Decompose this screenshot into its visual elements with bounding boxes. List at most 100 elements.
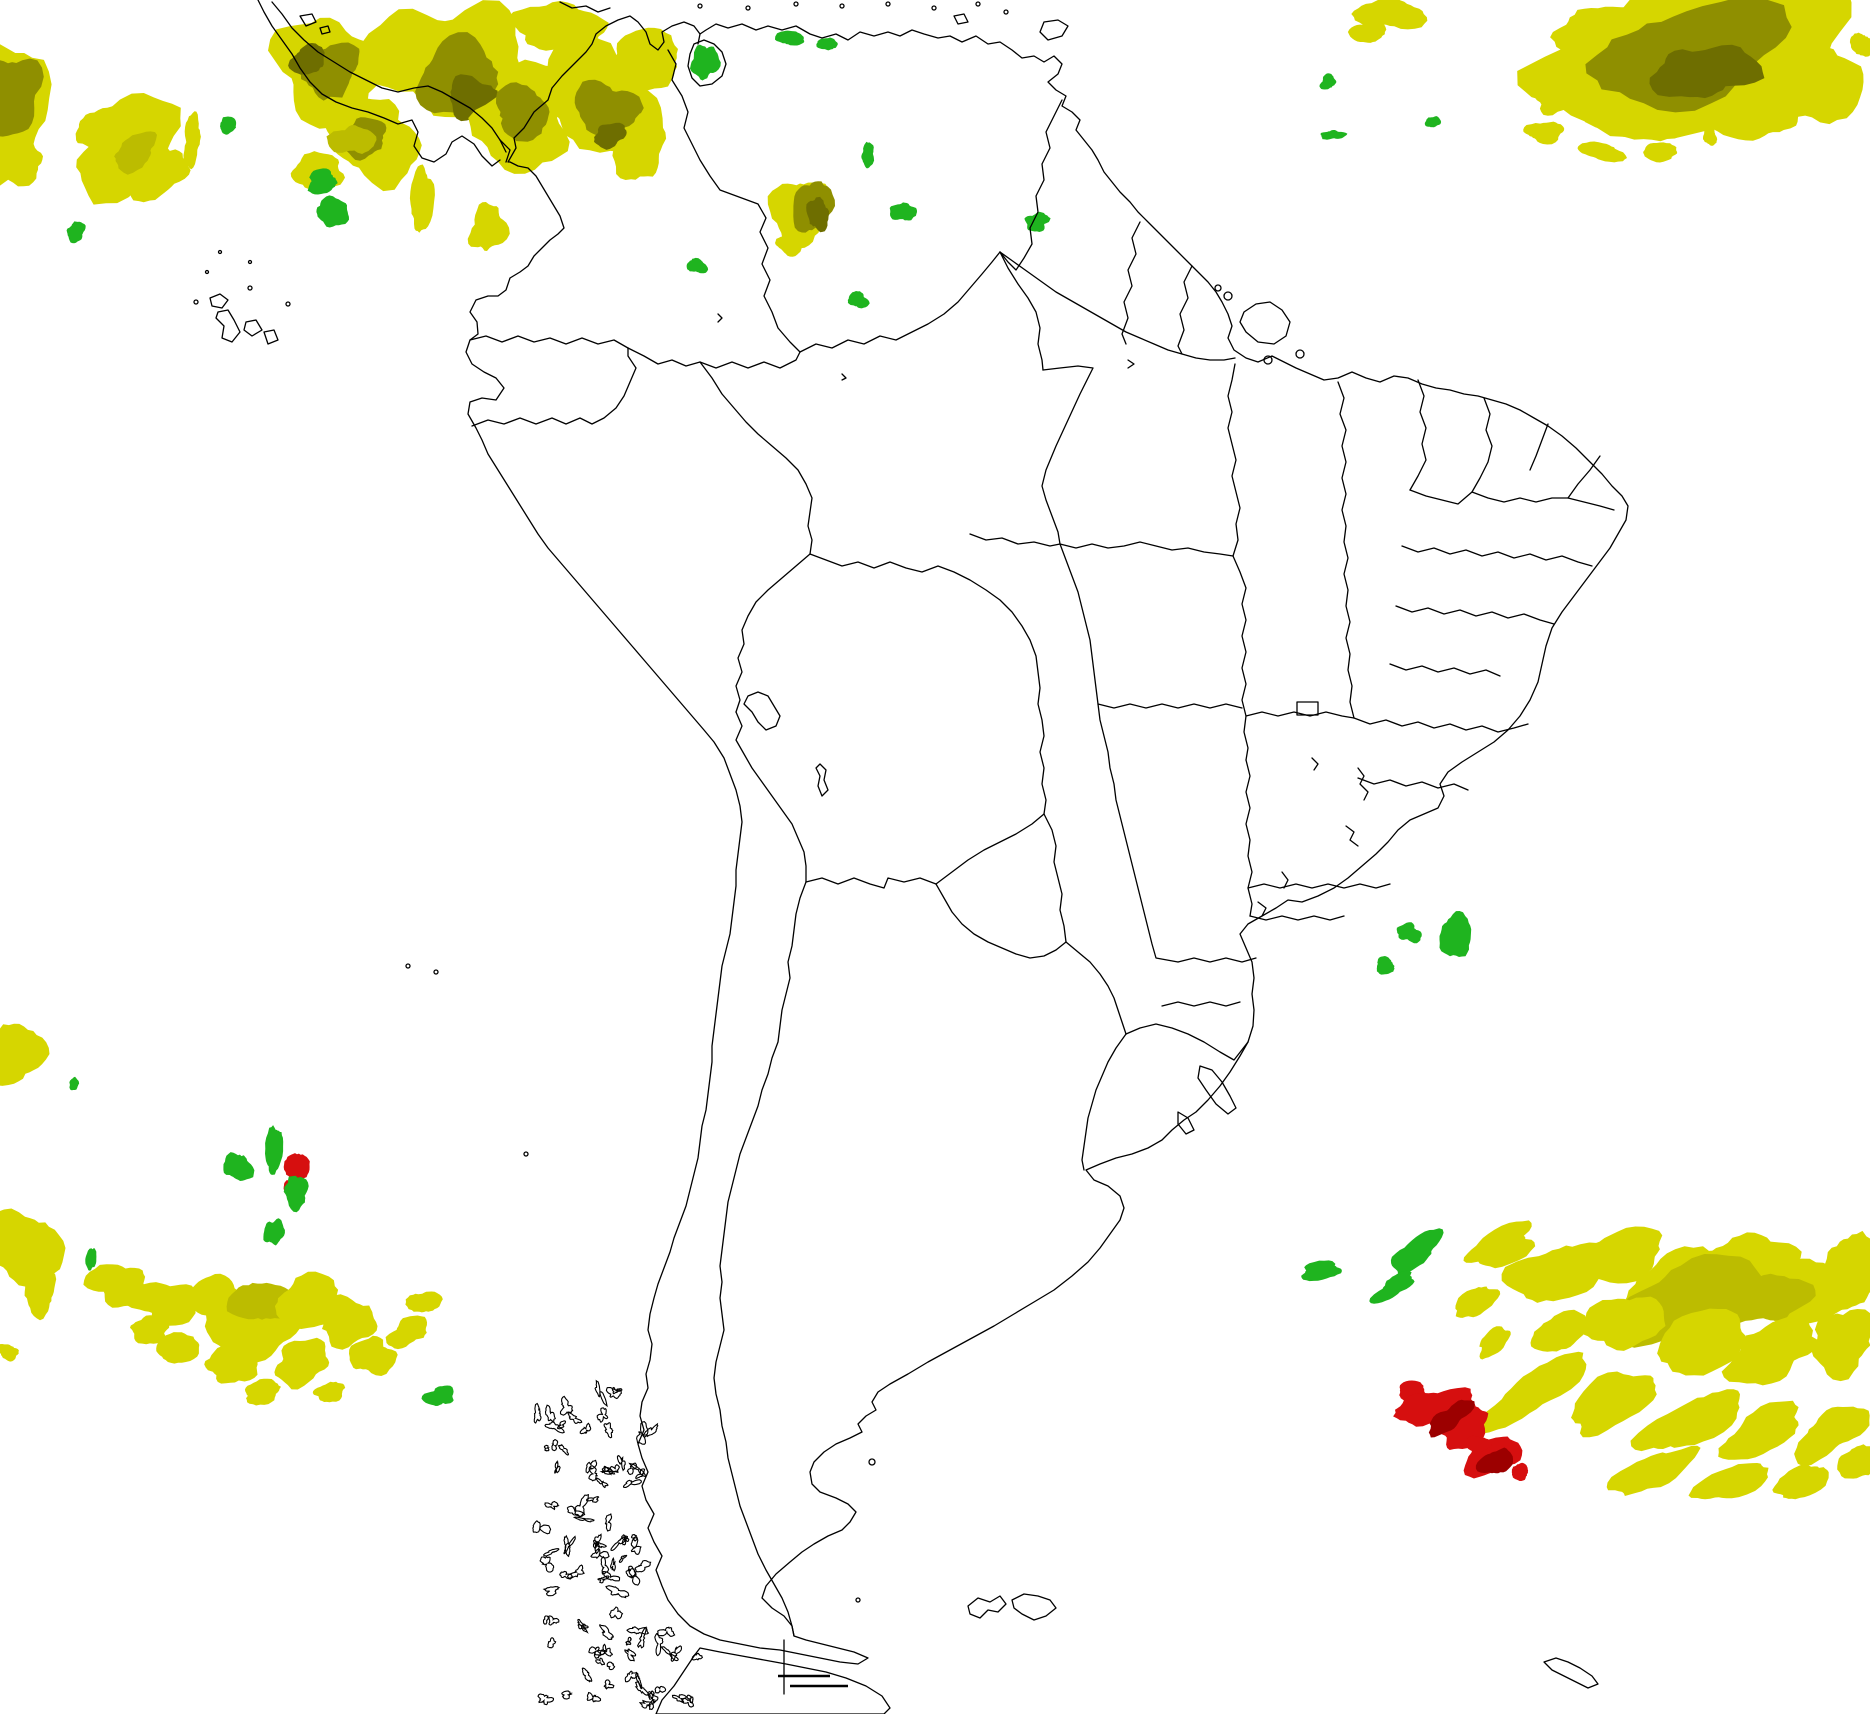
fjord-island xyxy=(671,1694,688,1704)
radar-cell-y1 xyxy=(1821,1230,1870,1312)
island-dot xyxy=(697,3,703,9)
fjord-island xyxy=(588,1465,599,1482)
radar-cell-g xyxy=(690,44,721,81)
fjord-island xyxy=(636,1420,649,1445)
fjord-island xyxy=(542,1586,561,1597)
fjord-island xyxy=(603,1422,614,1439)
fjord-island xyxy=(626,1462,638,1476)
border-path xyxy=(935,883,1067,959)
fjord-island xyxy=(566,1564,586,1579)
radar-cell-y1 xyxy=(0,1208,66,1289)
fjord-islands-layer xyxy=(532,1379,704,1710)
border-path xyxy=(1065,941,1127,1035)
border-path xyxy=(1249,915,1345,921)
fjord-island xyxy=(557,1443,569,1456)
fjord-island xyxy=(605,1585,630,1599)
radar-cell-g xyxy=(283,1175,309,1213)
radar-cell-y1 xyxy=(467,202,510,251)
radar-cell-g xyxy=(220,116,237,135)
radar-cell-y2 xyxy=(326,125,377,154)
fjord-island xyxy=(556,1420,567,1430)
island-dot xyxy=(193,299,199,305)
island-dot xyxy=(793,1,799,7)
fjord-island xyxy=(561,1690,573,1700)
fjord-island xyxy=(624,1670,639,1683)
border-path xyxy=(667,49,801,353)
radar-cell-g xyxy=(307,168,338,195)
radar-cell-g xyxy=(1376,956,1395,975)
fjord-island xyxy=(623,1535,630,1542)
radar-cell-y1 xyxy=(1849,32,1870,57)
fjord-island xyxy=(648,1690,655,1699)
fjord-island xyxy=(605,1386,622,1400)
fjord-island xyxy=(596,1407,609,1423)
radar-cell-y1 xyxy=(1576,1226,1663,1284)
island-dot xyxy=(1263,355,1273,365)
fjord-island xyxy=(628,1565,641,1586)
radar-cell-g xyxy=(316,195,349,228)
radar-cell-g xyxy=(775,30,805,46)
border-path xyxy=(1409,489,1615,511)
fjord-island xyxy=(608,1606,624,1620)
fjord-island xyxy=(537,1693,555,1706)
border-path xyxy=(1357,777,1469,791)
border-path xyxy=(969,533,1234,557)
lake-outline xyxy=(1311,757,1319,771)
radar-cell-y1 xyxy=(156,1332,200,1364)
radar-cell-y1 xyxy=(130,1315,170,1345)
island-dot xyxy=(247,285,253,291)
fjord-island xyxy=(563,1534,571,1558)
radar-cell-o2 xyxy=(288,43,325,75)
radar-cell-r xyxy=(1511,1462,1529,1481)
island-dot xyxy=(745,5,751,11)
radar-cell-g xyxy=(263,1218,285,1246)
radar-cell-o1 xyxy=(496,82,550,142)
fjord-island xyxy=(588,1646,602,1660)
border-path xyxy=(1245,711,1355,719)
radar-cell-g xyxy=(1439,911,1472,957)
island-outline xyxy=(209,293,229,309)
radar-cell-g xyxy=(223,1152,255,1181)
fjord-island xyxy=(542,1615,549,1625)
lake-outline xyxy=(841,373,847,381)
radar-cell-y1 xyxy=(1718,1400,1799,1460)
island-outline xyxy=(1239,301,1291,345)
radar-cell-g xyxy=(686,257,709,274)
radar-cell-y1 xyxy=(1580,1296,1666,1351)
border-path xyxy=(1059,543,1179,963)
coastline-path xyxy=(559,1,611,13)
island-outline xyxy=(953,13,969,25)
fjord-island xyxy=(638,1699,654,1709)
fjord-island xyxy=(630,1536,642,1555)
radar-cell-y1 xyxy=(1471,1351,1587,1434)
fjord-island xyxy=(690,1652,704,1661)
lake-outline xyxy=(1177,1111,1195,1135)
radar-cell-g xyxy=(1424,116,1442,128)
border-path xyxy=(1245,759,1253,917)
fjord-island xyxy=(544,1500,560,1511)
lake-outline xyxy=(1257,901,1267,917)
radar-cell-y1 xyxy=(124,1282,196,1327)
island-dot xyxy=(433,969,439,975)
island-outline xyxy=(967,1595,1007,1619)
border-path xyxy=(1097,703,1243,709)
border-path xyxy=(735,553,811,713)
border-path xyxy=(499,139,511,163)
radar-cell-y1 xyxy=(1657,1308,1746,1376)
border-path xyxy=(735,711,807,883)
lake-outline xyxy=(1357,767,1369,801)
island-dot xyxy=(1223,291,1233,301)
radar-cell-y1 xyxy=(1347,20,1387,43)
lake-outline xyxy=(717,313,723,323)
border-path xyxy=(1409,379,1427,491)
radar-cell-y1 xyxy=(0,1344,19,1362)
fjord-island xyxy=(543,1444,551,1452)
island-outline xyxy=(687,39,727,87)
border-path xyxy=(627,347,701,367)
island-dot xyxy=(523,1151,529,1157)
lakes-rivers-layer xyxy=(299,13,1369,1135)
border-path xyxy=(471,347,637,427)
